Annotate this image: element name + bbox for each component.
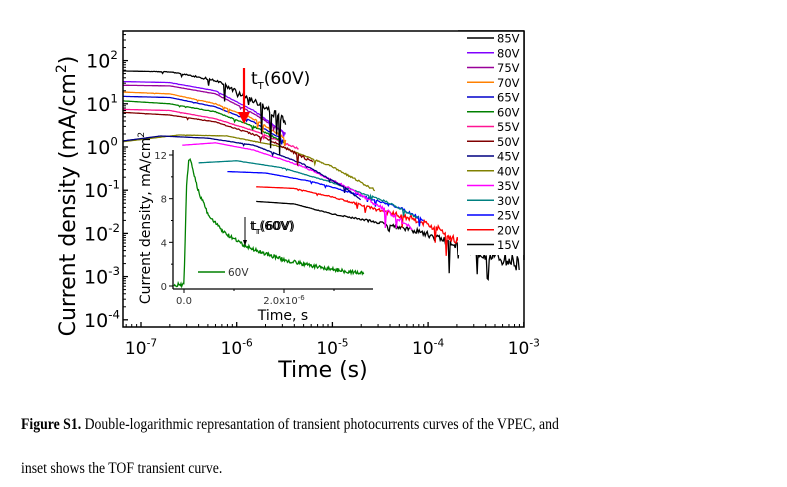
legend-label-45V: 45V: [497, 150, 520, 164]
legend-label-60V: 60V: [497, 105, 520, 119]
legend-label-30V: 30V: [497, 194, 520, 208]
y-tick-label: 10-1: [84, 178, 120, 203]
curve-85V: [123, 70, 287, 155]
main-curves: [123, 70, 520, 281]
inset-y-tick-label: 12: [154, 151, 167, 162]
legend: 85V80V75V70V65V60V55V50V45V40V35V30V25V2…: [458, 30, 525, 260]
caption-text: Double-logarithmic represantation of tra…: [81, 416, 559, 433]
caption-label: Figure S1.: [21, 416, 82, 433]
curve-80V: [123, 80, 286, 137]
legend-label-35V: 35V: [497, 179, 520, 193]
figure-caption-line1: Figure S1. Double-logarithmic represanta…: [21, 416, 559, 434]
legend-label-70V: 70V: [497, 76, 520, 90]
x-tick-label: 10-3: [508, 337, 540, 359]
inset-legend-label: 60V: [228, 267, 249, 279]
transit-time-label: tT(60V): [251, 69, 310, 92]
legend-label-15V: 15V: [497, 238, 520, 252]
inset-y-tick-label: 8: [161, 195, 167, 206]
figure-caption-line2: inset shows the TOF transient curve.: [21, 460, 222, 478]
y-tick-label: 100: [86, 134, 118, 159]
x-tick-label: 10-4: [412, 337, 444, 359]
inset-x-axis-label: Time, s: [257, 308, 308, 324]
curve-40V: [123, 134, 376, 192]
x-axis-label: Time (s): [277, 358, 367, 383]
inset-transit-time-label: tT(60V): [252, 218, 295, 236]
transit-time-arrowhead: [238, 112, 250, 124]
y-tick-label: 10-2: [84, 221, 120, 246]
y-tick-label: 101: [86, 91, 118, 116]
legend-label-50V: 50V: [497, 135, 520, 149]
curve-30V: [198, 160, 420, 219]
y-tick-label: 102: [86, 48, 118, 73]
curve-20V: [256, 186, 461, 256]
legend-label-55V: 55V: [497, 120, 520, 134]
annotations: tT(60V)tT(60V)tT(60V): [238, 68, 310, 246]
curve-45V: [123, 135, 362, 201]
y-tick-label: 10-3: [84, 264, 120, 289]
curve-70V: [123, 91, 287, 147]
legend-label-80V: 80V: [497, 46, 520, 60]
x-tick-label: 10-7: [125, 337, 157, 359]
inset-x-tick-label: 2.0x10-6: [263, 294, 305, 307]
inset-x-tick-label: 0.0: [176, 296, 192, 307]
y-axis-label: Current density (mA/cm2): [54, 56, 81, 337]
curve-75V: [123, 84, 286, 135]
x-tick-label: 10-6: [221, 337, 253, 359]
caption-text-2: inset shows the TOF transient curve.: [21, 460, 223, 477]
x-tick-label: 10-5: [316, 337, 348, 359]
curve-60V: [123, 100, 287, 144]
inset-curve-60V: [173, 157, 365, 289]
legend-label-20V: 20V: [497, 223, 520, 237]
legend-label-25V: 25V: [497, 209, 520, 223]
curve-55V: [123, 108, 299, 150]
legend-box: [458, 31, 524, 255]
inset-y-axis-label: Current density, mA/cm2: [137, 132, 154, 304]
legend-label-85V: 85V: [497, 32, 520, 46]
y-tick-label: 10-4: [84, 307, 120, 332]
legend-label-40V: 40V: [497, 164, 520, 178]
inset-y-tick-label: 0: [161, 282, 167, 293]
legend-label-75V: 75V: [497, 61, 520, 75]
inset-y-tick-label: 4: [161, 238, 167, 249]
inset-transit-time-arrowhead: [243, 240, 247, 246]
legend-label-65V: 65V: [497, 91, 520, 105]
inset-transit-time-label: tT(60V): [250, 218, 293, 236]
